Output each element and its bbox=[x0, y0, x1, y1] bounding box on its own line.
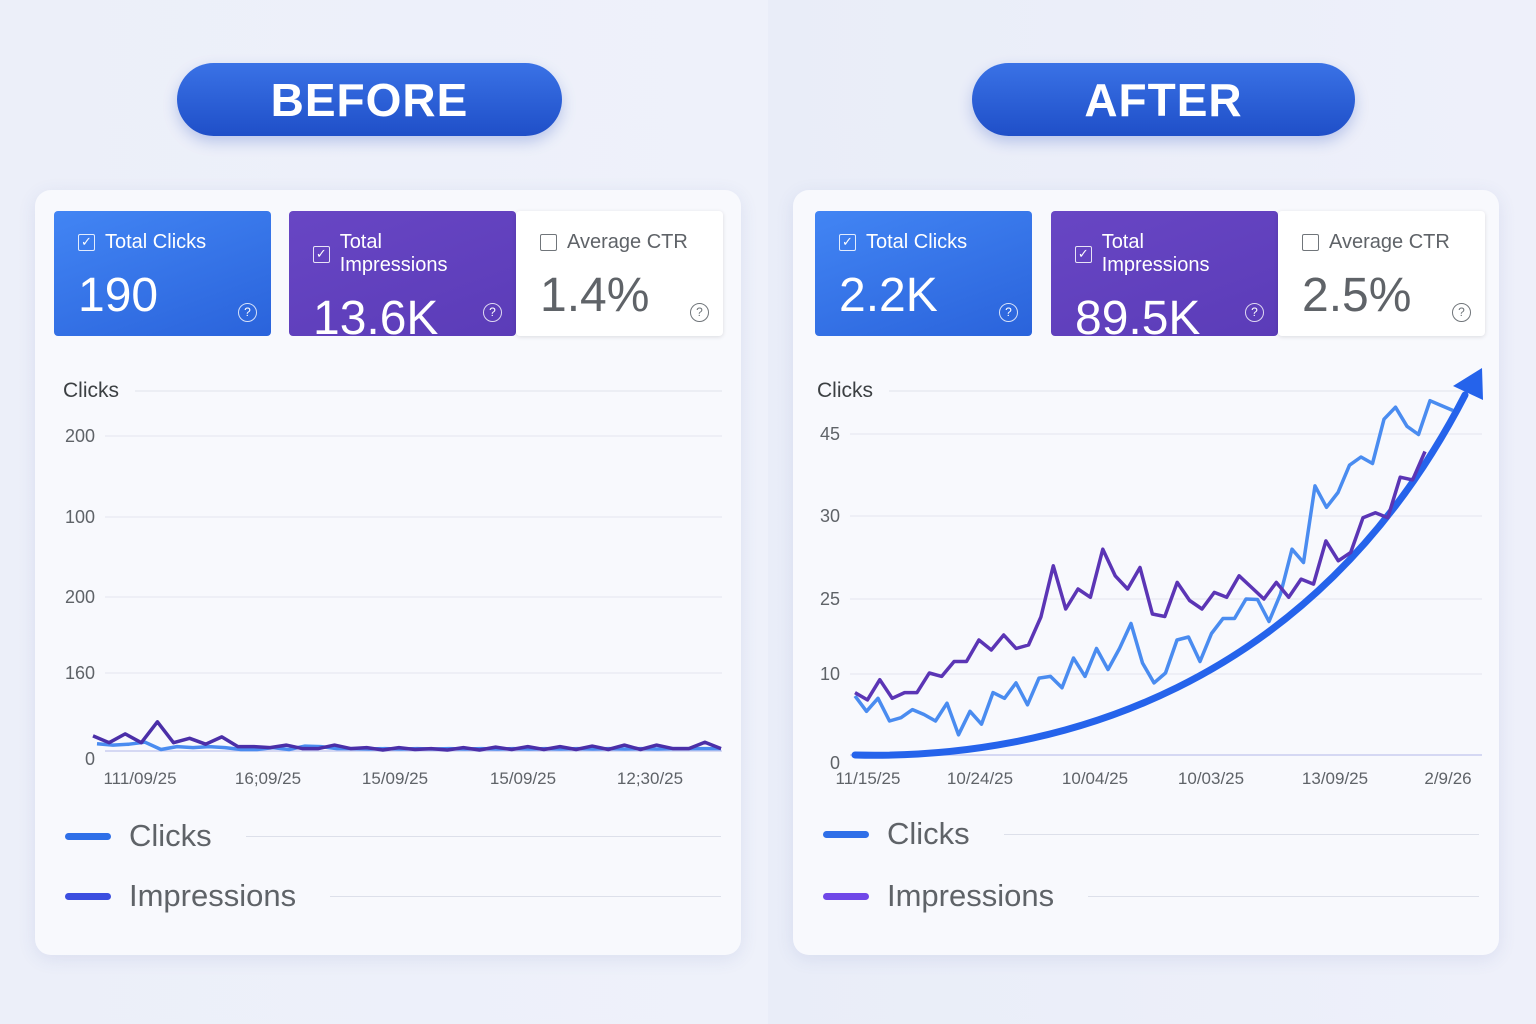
y-axis-title: Clicks bbox=[817, 379, 873, 402]
before-badge: BEFORE bbox=[177, 63, 562, 136]
legend-item-impressions[interactable]: Impressions bbox=[823, 878, 1479, 914]
x-tick-label: 111/09/25 bbox=[103, 769, 176, 788]
y-tick-label: 200 bbox=[65, 587, 95, 607]
average-ctr-card[interactable]: Average CTR 2.5%? bbox=[1278, 211, 1485, 336]
x-tick-label: 15/09/25 bbox=[490, 769, 556, 788]
help-icon[interactable]: ? bbox=[1452, 303, 1471, 322]
total-clicks-card[interactable]: ✓ Total Clicks 190? bbox=[54, 211, 271, 336]
x-tick-label: 10/03/25 bbox=[1178, 769, 1244, 788]
card-value: 2.5% bbox=[1302, 269, 1412, 322]
trend-arrow bbox=[851, 391, 1469, 759]
legend-label: Clicks bbox=[129, 818, 212, 853]
legend-label: Impressions bbox=[887, 878, 1055, 913]
y-tick-label: 0 bbox=[85, 749, 95, 769]
legend-swatch bbox=[65, 832, 111, 840]
help-icon[interactable]: ? bbox=[238, 303, 257, 322]
average-ctr-card[interactable]: Average CTR 1.4%? bbox=[516, 211, 723, 336]
legend-label: Impressions bbox=[129, 878, 297, 913]
legend-item-clicks[interactable]: Clicks bbox=[823, 816, 1479, 852]
y-tick-label: 30 bbox=[820, 506, 840, 526]
legend-rule bbox=[245, 835, 721, 837]
card-value: 13.6K bbox=[313, 292, 439, 345]
y-tick-label: 160 bbox=[65, 663, 95, 683]
checkbox-icon[interactable]: ✓ bbox=[313, 245, 330, 263]
legend-label: Clicks bbox=[887, 816, 970, 851]
after-panel: ✓ Total Clicks 2.2K? ✓ Total Impressions 89.5… bbox=[793, 190, 1499, 955]
card-value: 190 bbox=[78, 269, 159, 322]
total-impressions-card[interactable]: ✓ Total Impressions 89.5K? bbox=[1051, 211, 1278, 345]
legend-rule bbox=[330, 895, 721, 897]
card-label: Total Clicks bbox=[105, 231, 207, 253]
help-icon[interactable]: ? bbox=[483, 303, 502, 322]
checkbox-icon[interactable] bbox=[1302, 234, 1319, 251]
card-label: Average CTR bbox=[1329, 231, 1450, 253]
before-panel: ✓ Total Clicks 190? ✓ Total Impressions 13.6K… bbox=[35, 190, 741, 955]
x-tick-label: 10/24/25 bbox=[947, 769, 1013, 788]
card-label: Total Impressions bbox=[1101, 231, 1210, 276]
series-line-impressions bbox=[854, 450, 1427, 702]
x-tick-label: 12;30/25 bbox=[617, 769, 683, 788]
y-tick-label: 200 bbox=[65, 426, 95, 446]
x-tick-label: 16;09/25 bbox=[235, 769, 301, 788]
x-tick-label: 11/15/25 bbox=[836, 769, 901, 788]
card-label: Total Clicks bbox=[866, 231, 968, 253]
legend-rule bbox=[1088, 895, 1479, 897]
card-value: 2.2K bbox=[839, 269, 938, 322]
legend-item-impressions[interactable]: Impressions bbox=[65, 878, 721, 914]
legend-swatch bbox=[823, 892, 869, 900]
checkbox-icon[interactable]: ✓ bbox=[839, 234, 856, 251]
x-tick-label: 15/09/25 bbox=[362, 769, 428, 788]
y-axis-title: Clicks bbox=[63, 379, 119, 402]
y-tick-label: 25 bbox=[820, 589, 840, 609]
x-tick-label: 13/09/25 bbox=[1302, 769, 1368, 788]
checkbox-icon[interactable]: ✓ bbox=[1075, 245, 1092, 263]
x-tick-label: 10/04/25 bbox=[1062, 769, 1128, 788]
checkbox-icon[interactable] bbox=[540, 234, 557, 251]
legend-rule bbox=[1003, 833, 1479, 835]
y-tick-label: 45 bbox=[820, 424, 840, 444]
legend-item-clicks[interactable]: Clicks bbox=[65, 818, 721, 854]
series-line-clicks bbox=[853, 398, 1454, 737]
card-label: Total Impressions bbox=[339, 231, 448, 276]
card-label: Average CTR bbox=[567, 231, 688, 253]
x-tick-label: 2/9/26 bbox=[1424, 769, 1471, 788]
line-chart: Clicks 200 100 200 160 0 111/09/25 16;09/25 15/0… bbox=[63, 379, 722, 788]
checkbox-icon[interactable]: ✓ bbox=[78, 234, 95, 251]
series-line-impressions bbox=[92, 720, 722, 752]
y-tick-label: 100 bbox=[65, 507, 95, 527]
after-badge: AFTER bbox=[972, 63, 1355, 136]
help-icon[interactable]: ? bbox=[1245, 303, 1264, 322]
arrow-head-icon bbox=[1453, 368, 1483, 400]
card-value: 89.5K bbox=[1075, 292, 1201, 345]
card-value: 1.4% bbox=[540, 269, 650, 322]
line-chart: Clicks 45 30 25 10 011/15/25 10/24/25 10/04/25 1… bbox=[817, 368, 1483, 788]
total-impressions-card[interactable]: ✓ Total Impressions 13.6K? bbox=[289, 211, 516, 345]
total-clicks-card[interactable]: ✓ Total Clicks 2.2K? bbox=[815, 211, 1032, 336]
help-icon[interactable]: ? bbox=[999, 303, 1018, 322]
legend-swatch bbox=[65, 892, 111, 900]
help-icon[interactable]: ? bbox=[690, 303, 709, 322]
y-tick-label: 0 bbox=[830, 753, 840, 773]
legend-swatch bbox=[823, 830, 869, 838]
y-tick-label: 10 bbox=[820, 664, 840, 684]
